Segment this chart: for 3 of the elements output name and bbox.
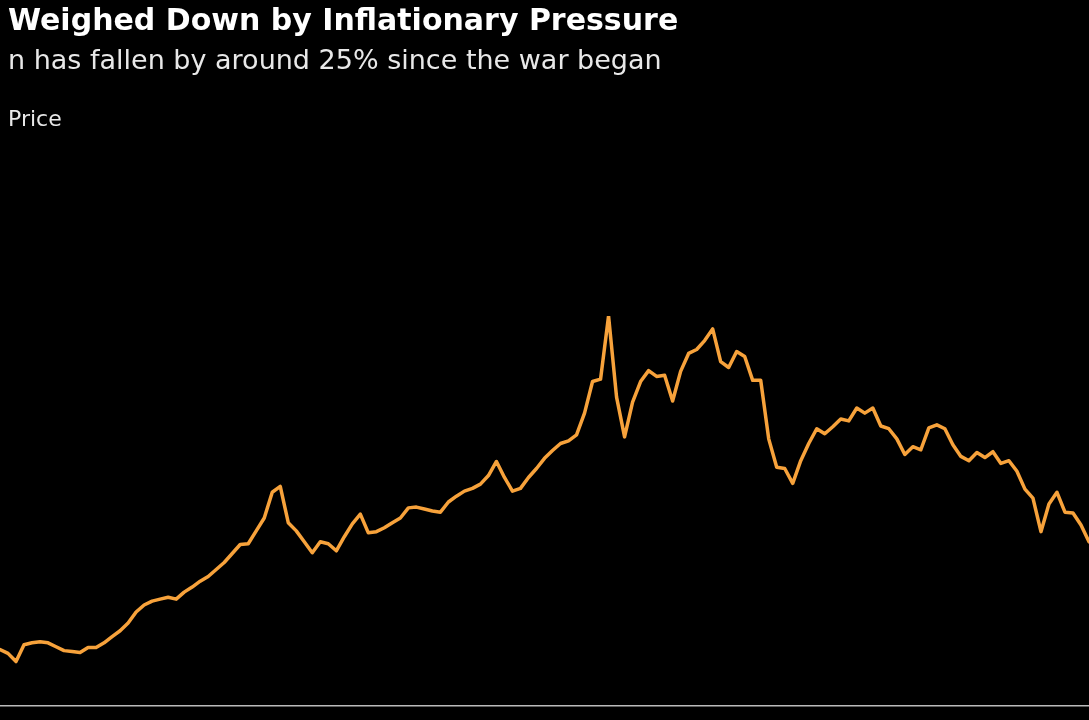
chart-title: Weighed Down by Inflationary Pressure <box>8 2 679 37</box>
chart-subtitle: n has fallen by around 25% since the war began <box>8 44 662 75</box>
text: Price <box>8 106 62 131</box>
